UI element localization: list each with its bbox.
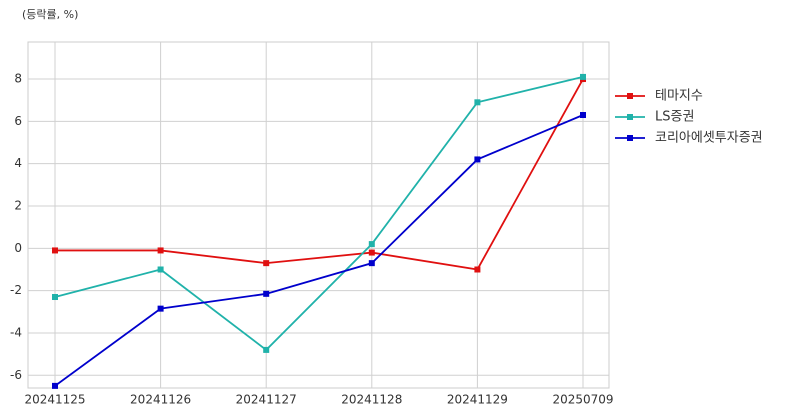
point	[474, 266, 481, 273]
y-tick-label: 0	[14, 241, 22, 255]
y-tick-label: 2	[14, 199, 22, 213]
y-tick-label: -6	[10, 368, 22, 382]
y-tick-label: 8	[14, 72, 22, 86]
y-tick-label: -4	[10, 325, 22, 339]
x-tick-label: 20241125	[24, 393, 85, 407]
point	[157, 266, 164, 273]
series-line	[55, 78, 584, 271]
point	[368, 241, 375, 248]
series-line	[54, 76, 584, 352]
legend-label: 테마지수	[655, 89, 703, 104]
point	[368, 249, 375, 256]
point	[263, 290, 270, 297]
point	[157, 247, 164, 254]
plot-frame	[27, 41, 610, 389]
x-tick-label: 20241127	[236, 393, 297, 407]
point	[263, 260, 270, 267]
x-tick-label: 20241128	[341, 393, 402, 407]
legend-marker	[627, 135, 633, 141]
point	[580, 112, 586, 119]
point	[263, 346, 270, 353]
point	[580, 73, 586, 80]
x-tick-label: 20241129	[447, 393, 508, 407]
y-tick-label: -2	[10, 283, 22, 297]
point	[52, 247, 58, 254]
point	[52, 294, 58, 301]
x-tick-label: 20250709	[552, 393, 613, 407]
point	[157, 305, 164, 312]
legend-label: LS증권	[655, 110, 694, 125]
legend-marker	[627, 93, 633, 99]
y-tick-label: 6	[14, 114, 22, 128]
point	[368, 260, 375, 267]
legend-label: 코리아에셋투자증권	[655, 131, 763, 146]
legend-marker	[627, 114, 633, 120]
y-axis-label: (등락률, %)	[22, 8, 78, 21]
series-line	[54, 114, 584, 387]
point	[474, 99, 481, 106]
y-tick-label: 4	[14, 156, 22, 170]
point	[474, 156, 481, 163]
x-tick-label: 20241126	[130, 393, 191, 407]
point	[52, 382, 58, 389]
